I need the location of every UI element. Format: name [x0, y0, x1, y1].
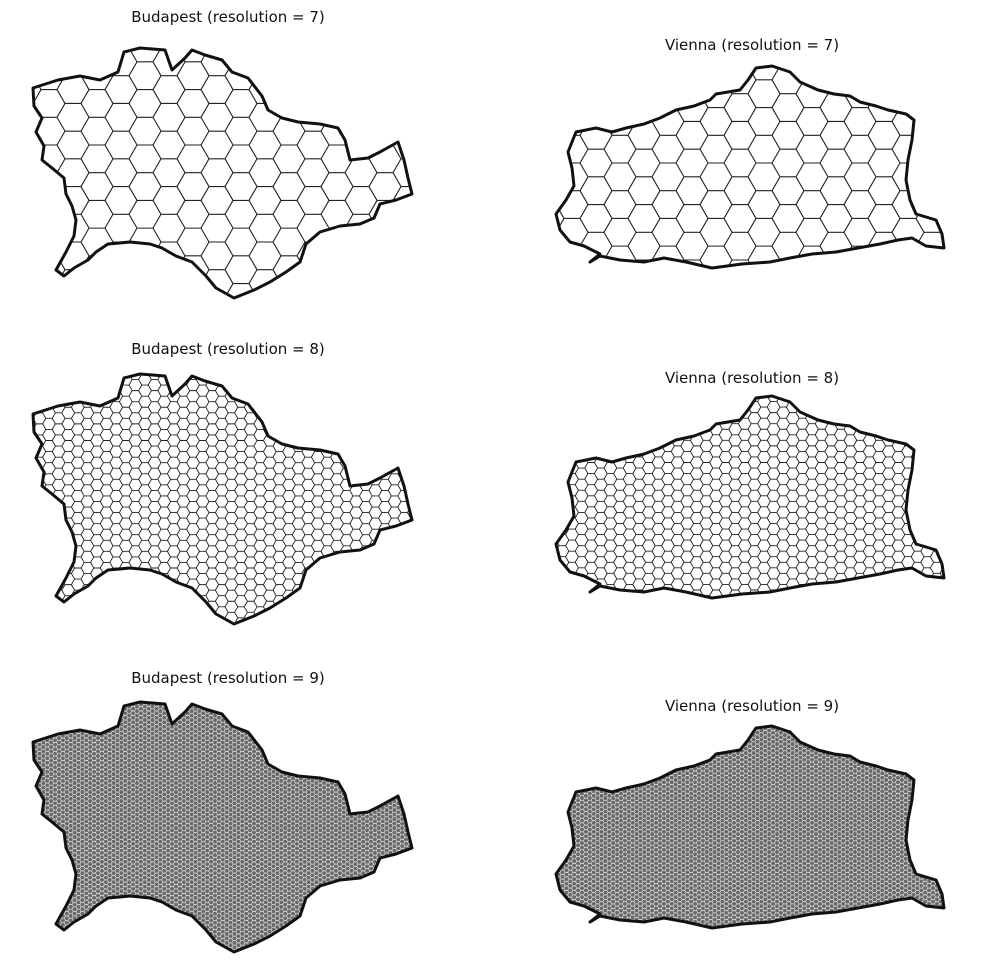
hex-cells [33, 48, 412, 298]
hex-cells [556, 66, 944, 268]
hex-grid [556, 66, 944, 268]
city-outline [31, 700, 414, 954]
hex-grid [33, 702, 412, 952]
city-outline [554, 724, 946, 930]
hex-grid [33, 48, 412, 298]
panel-title-vienna-7: Vienna (resolution = 7) [664, 36, 840, 54]
hex-grid [33, 374, 412, 624]
city-outline [31, 372, 414, 626]
map-budapest-res9 [31, 700, 414, 954]
map-budapest-res8 [31, 372, 414, 626]
hex-cells [556, 396, 944, 598]
panel-title-budapest-9: Budapest (resolution = 9) [131, 669, 325, 687]
hex-cells [33, 374, 412, 624]
panel-title-vienna-9: Vienna (resolution = 9) [664, 697, 840, 715]
map-vienna-res8 [554, 394, 946, 600]
map-vienna-res7 [554, 64, 946, 270]
panel-title-budapest-7: Budapest (resolution = 7) [131, 8, 325, 26]
map-vienna-res9 [554, 724, 946, 930]
city-outline [554, 394, 946, 600]
hex-grid [556, 396, 944, 598]
city-outline [554, 64, 946, 270]
map-budapest-res7 [31, 46, 414, 300]
city-outline [31, 46, 414, 300]
panel-title-vienna-8: Vienna (resolution = 8) [664, 369, 840, 387]
panel-title-budapest-8: Budapest (resolution = 8) [131, 340, 325, 358]
